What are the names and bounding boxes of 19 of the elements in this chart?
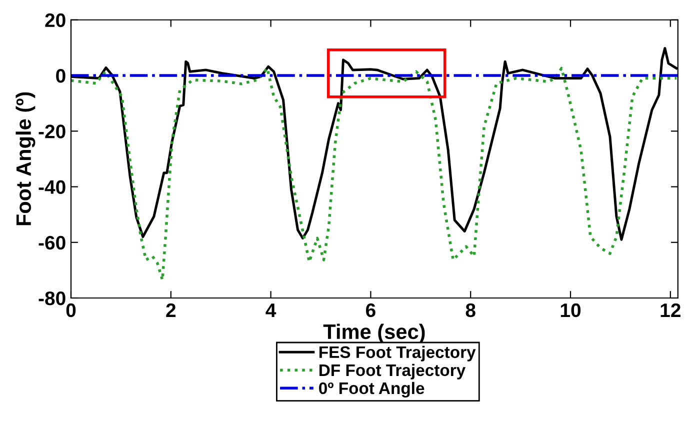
x-tick-label: 6 [366, 303, 376, 318]
x-tick-label: 10 [560, 303, 581, 318]
x-tick-label: 4 [266, 304, 276, 317]
x-tick-label: 0 [66, 303, 76, 318]
y-axis-title: Foot Angle (º) [16, 92, 36, 226]
y-tick-label: 20 [45, 13, 66, 28]
legend-label: 0º Foot Angle [319, 382, 424, 398]
legend-label: DF Foot Trajectory [319, 364, 466, 380]
y-tick-label: 0 [56, 68, 66, 83]
x-axis-title: Time (sec) [323, 324, 425, 344]
y-tick-label: -20 [38, 124, 66, 138]
x-tick-label: 8 [466, 303, 476, 318]
line-series [70, 66, 678, 282]
y-tick-label: -40 [38, 180, 66, 194]
y-tick-label: -60 [38, 236, 66, 250]
y-tick-label: -80 [38, 291, 66, 306]
x-tick-label: 12 [660, 303, 680, 317]
legend-label: FES Foot Trajectory [319, 346, 476, 362]
x-tick-label: 2 [166, 303, 176, 317]
